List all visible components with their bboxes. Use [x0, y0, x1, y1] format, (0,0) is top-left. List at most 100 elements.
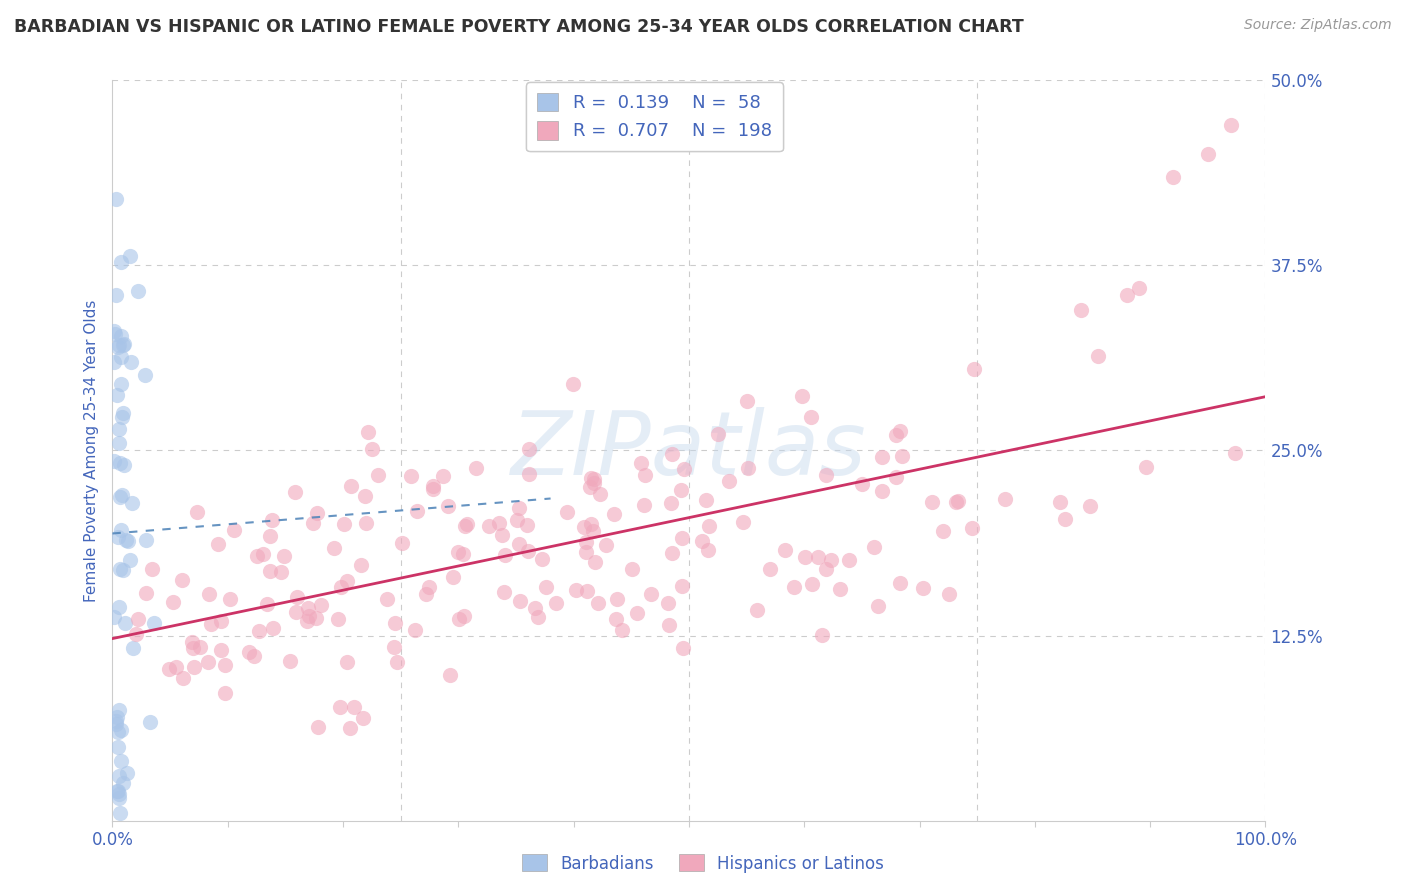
Point — [586, 596, 609, 610]
Point — [115, 533, 138, 548]
Point — [610, 624, 633, 638]
Point — [297, 614, 319, 628]
Point — [104, 192, 127, 206]
Point — [707, 427, 730, 442]
Point — [302, 516, 325, 531]
Point — [105, 388, 128, 402]
Point — [576, 584, 599, 599]
Point — [517, 467, 540, 482]
Point — [375, 592, 398, 607]
Point — [661, 447, 683, 461]
Point — [143, 616, 166, 631]
Point — [134, 368, 156, 382]
Point — [478, 519, 501, 533]
Point — [669, 483, 692, 497]
Point — [172, 574, 194, 588]
Point — [323, 541, 346, 556]
Point — [107, 340, 129, 354]
Point — [404, 623, 426, 637]
Point — [336, 655, 359, 669]
Point — [866, 599, 889, 613]
Point — [284, 605, 307, 619]
Point — [439, 668, 461, 682]
Point — [921, 495, 943, 509]
Point — [326, 612, 349, 626]
Point — [516, 517, 538, 532]
Point — [117, 534, 139, 549]
Point — [945, 495, 967, 509]
Point — [336, 574, 359, 589]
Point — [800, 409, 823, 424]
Point — [661, 546, 683, 560]
Point — [197, 655, 219, 669]
Point — [339, 721, 361, 735]
Point — [782, 581, 804, 595]
Point — [453, 608, 475, 623]
Point — [449, 612, 471, 626]
Point — [640, 587, 662, 601]
Point — [214, 686, 236, 700]
Point — [186, 505, 208, 519]
Point — [603, 507, 626, 521]
Point — [159, 663, 181, 677]
Point — [110, 723, 132, 737]
Point — [932, 524, 955, 538]
Point — [107, 724, 129, 739]
Point — [672, 640, 695, 655]
Point — [595, 538, 617, 552]
Point — [759, 562, 782, 576]
Point — [938, 587, 960, 601]
Point — [838, 552, 860, 566]
Point — [1078, 500, 1101, 514]
Point — [565, 582, 588, 597]
Point — [309, 598, 332, 612]
Point — [120, 552, 142, 566]
Point — [960, 521, 983, 535]
Point — [273, 549, 295, 563]
Point — [699, 518, 721, 533]
Point — [889, 576, 911, 591]
Point — [509, 594, 531, 608]
Point — [111, 776, 134, 790]
Point — [671, 531, 693, 545]
Point — [633, 467, 655, 482]
Point — [745, 603, 768, 617]
Point — [162, 594, 184, 608]
Point — [870, 483, 893, 498]
Point — [422, 479, 444, 493]
Point — [891, 450, 914, 464]
Point — [183, 660, 205, 674]
Point — [1161, 169, 1184, 184]
Point — [110, 254, 132, 268]
Point — [422, 482, 444, 496]
Point — [103, 610, 125, 624]
Point — [305, 506, 328, 520]
Point — [108, 703, 131, 717]
Point — [103, 324, 125, 338]
Point — [112, 563, 135, 577]
Point — [247, 624, 270, 639]
Point — [107, 530, 129, 544]
Text: BARBADIAN VS HISPANIC OR LATINO FEMALE POVERTY AMONG 25-34 YEAR OLDS CORRELATION: BARBADIAN VS HISPANIC OR LATINO FEMALE P… — [14, 18, 1024, 36]
Point — [605, 612, 627, 626]
Point — [108, 599, 131, 614]
Point — [579, 517, 602, 532]
Point — [561, 377, 583, 392]
Point — [793, 549, 815, 564]
Point — [172, 671, 194, 685]
Point — [353, 489, 375, 503]
Point — [243, 648, 266, 663]
Point — [135, 586, 157, 600]
Point — [582, 524, 605, 539]
Point — [367, 467, 389, 482]
Point — [505, 513, 527, 527]
Point — [672, 462, 695, 476]
Point — [382, 640, 405, 654]
Point — [889, 424, 911, 438]
Point — [432, 469, 454, 483]
Legend: R =  0.139    N =  58, R =  0.707    N =  198: R = 0.139 N = 58, R = 0.707 N = 198 — [526, 82, 783, 152]
Point — [583, 475, 606, 490]
Point — [574, 520, 596, 534]
Point — [262, 621, 284, 635]
Point — [517, 543, 540, 558]
